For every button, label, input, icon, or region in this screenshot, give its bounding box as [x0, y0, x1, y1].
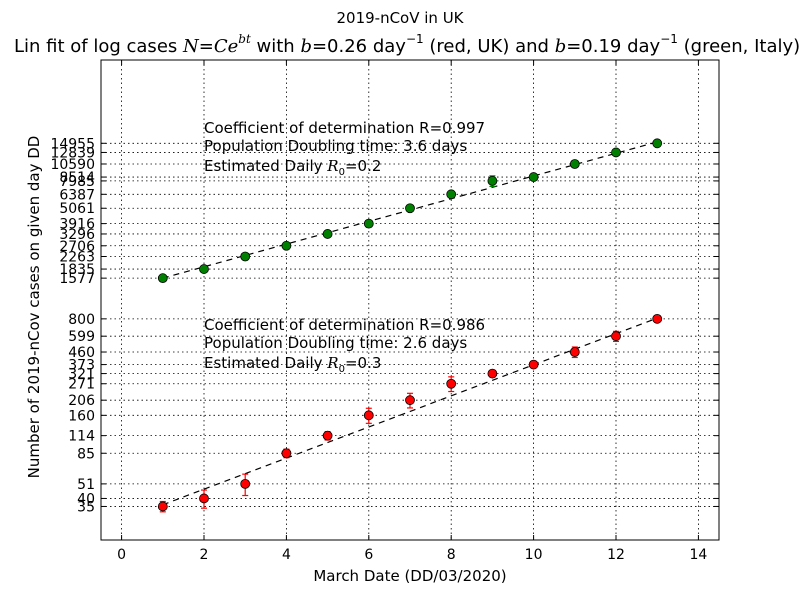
- data-point: [487, 368, 498, 379]
- y-tick-label: 6387: [59, 187, 95, 203]
- data-point: [487, 176, 498, 186]
- title-part: −1: [406, 32, 424, 46]
- chart-suptitle: 2019-nCoV in UK: [336, 9, 464, 27]
- x-tick-label: 8: [447, 547, 456, 563]
- chart-title: Lin fit of log cases N=Cebt with b=0.26 …: [14, 32, 800, 57]
- y-tick-label: 7985: [59, 174, 95, 190]
- data-point: [611, 331, 621, 342]
- y-tick-label: 114: [68, 429, 95, 445]
- annotation-part: 0: [339, 364, 345, 375]
- annotation-r0: Estimated Daily R0=0.2: [204, 157, 381, 178]
- title-part: with: [251, 36, 301, 57]
- data-point: [322, 430, 333, 441]
- data-point: [528, 172, 539, 182]
- y-tick-label: 5061: [59, 201, 95, 217]
- y-tick-label: 35: [77, 499, 95, 515]
- data-point: [240, 251, 251, 262]
- y-tick-label: 40: [77, 491, 95, 507]
- y-tick-label: 2263: [59, 250, 95, 266]
- annotation-r2: Coefficient of determination R=0.997: [204, 119, 485, 137]
- x-tick-label: 14: [689, 547, 707, 563]
- data-point: [446, 378, 457, 389]
- y-tick-label: 3916: [59, 217, 95, 233]
- y-tick-label: 14955: [50, 136, 95, 152]
- y-tick-label: 3296: [59, 227, 95, 243]
- y-tick-label: 12839: [50, 145, 95, 161]
- y-tick-label: 800: [68, 312, 95, 328]
- data-point: [363, 410, 374, 421]
- title-part: =0.26 day: [312, 36, 406, 57]
- annotation-part: Estimated Daily: [204, 157, 327, 175]
- y-tick-label: 85: [77, 446, 95, 462]
- data-point: [240, 478, 251, 489]
- data-point: [405, 395, 415, 406]
- y-tick-label: 2706: [59, 239, 95, 255]
- y-tick-label: 206: [68, 393, 95, 409]
- annotation-doubling: Population Doubling time: 2.6 days: [204, 334, 467, 352]
- title-part: b: [300, 36, 312, 57]
- x-axis-label: March Date (DD/03/2020): [313, 567, 506, 585]
- data-point: [199, 264, 209, 274]
- y-tick-label: 460: [68, 345, 95, 361]
- y-tick-label: 321: [68, 367, 95, 383]
- data-points: [157, 138, 663, 512]
- annotation-part: R: [326, 157, 338, 175]
- title-part: Lin fit of log cases: [14, 36, 183, 57]
- x-tick-label: 6: [364, 547, 373, 563]
- annotation-part: =0.3: [345, 354, 381, 372]
- y-tick-label: 51: [77, 477, 95, 493]
- title-part: bt: [238, 32, 251, 46]
- title-part: Ce: [214, 36, 238, 57]
- y-tick-label: 8514: [59, 170, 95, 186]
- data-point: [652, 313, 663, 324]
- annotation-part: R: [326, 354, 338, 372]
- title-part: (red, UK) and: [424, 36, 555, 57]
- data-point: [157, 273, 168, 284]
- data-point: [611, 147, 621, 158]
- annotation-r2: Coefficient of determination R=0.986: [204, 316, 485, 334]
- plot-frame: [100, 59, 720, 541]
- y-tick-label: 373: [68, 358, 95, 374]
- x-tick-label: 0: [117, 547, 126, 563]
- y-tick-label: 1835: [59, 262, 95, 278]
- x-tick-label: 2: [200, 547, 209, 563]
- grid: [101, 60, 719, 540]
- data-point: [569, 347, 580, 357]
- data-point: [446, 189, 457, 200]
- title-part: N: [182, 36, 200, 57]
- title-part: =: [199, 36, 214, 57]
- x-tick-label: 4: [282, 547, 291, 563]
- y-tick-label: 271: [68, 377, 95, 393]
- data-point: [405, 203, 415, 214]
- y-tick-label: 599: [68, 329, 95, 345]
- annotation-part: Estimated Daily: [204, 354, 327, 372]
- y-tick-label: 1577: [59, 271, 95, 287]
- y-tick-label: 10590: [50, 157, 95, 173]
- x-tick-label: 10: [525, 547, 543, 563]
- y-axis-label: Number of 2019-nCov cases on given day D…: [25, 136, 43, 479]
- annotation-r0: Estimated Daily R0=0.3: [204, 354, 381, 375]
- data-point: [363, 218, 374, 229]
- title-part: b: [555, 36, 567, 57]
- data-point: [199, 493, 209, 504]
- data-point: [281, 240, 292, 251]
- annotation-part: 0: [339, 167, 345, 178]
- data-point: [528, 359, 539, 370]
- annotation-part: =0.2: [345, 157, 381, 175]
- data-point: [322, 229, 333, 239]
- y-tick-label: 160: [68, 408, 95, 424]
- data-point: [569, 159, 580, 169]
- title-part: (green, Italy): [678, 36, 800, 57]
- data-point: [652, 138, 663, 149]
- annotations: Coefficient of determination R=0.997Popu…: [204, 119, 485, 375]
- annotation-doubling: Population Doubling time: 3.6 days: [204, 137, 467, 155]
- title-part: −1: [660, 32, 678, 46]
- data-point: [157, 501, 168, 512]
- x-tick-label: 12: [607, 547, 625, 563]
- data-point: [281, 448, 292, 459]
- title-part: =0.19 day: [566, 36, 660, 57]
